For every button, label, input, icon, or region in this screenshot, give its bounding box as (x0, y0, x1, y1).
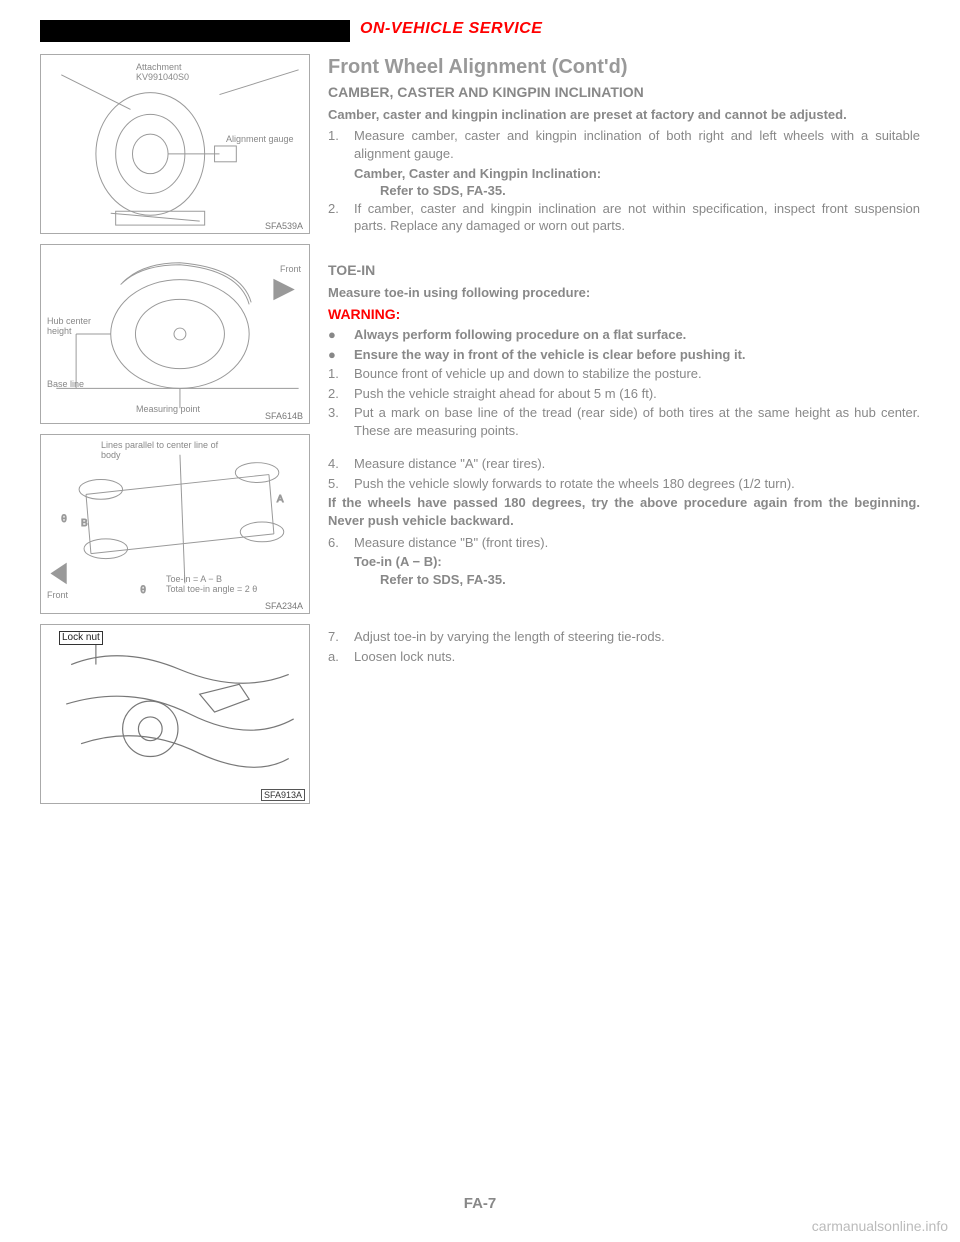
item-text: If camber, caster and kingpin inclinatio… (354, 200, 920, 235)
fig4-label-locknut: Lock nut (59, 631, 103, 645)
figure-2: Front Hub center height Base line Measur… (40, 244, 310, 424)
fig3-label-formula2: Total toe-in angle = 2 θ (166, 585, 257, 595)
fig2-label-hub: Hub center height (47, 317, 97, 337)
section1-list: 1. Measure camber, caster and kingpin in… (328, 127, 920, 234)
item-text: Adjust toe-in by varying the length of s… (354, 628, 920, 646)
header-black-band (40, 20, 350, 42)
item-text: Loosen lock nuts. (354, 648, 920, 666)
section1-heading: CAMBER, CASTER AND KINGPIN INCLINATION (328, 83, 920, 102)
fig3-code: SFA234A (263, 601, 305, 611)
spec-line: Refer to SDS, FA-35. (328, 571, 920, 589)
page-title: Front Wheel Alignment (Cont'd) (328, 54, 920, 81)
warning-label: WARNING: (328, 305, 920, 324)
watermark: carmanualsonline.info (812, 1218, 948, 1234)
list-item: 6.Measure distance "B" (front tires). (328, 534, 920, 552)
spec-line: Camber, Caster and Kingpin Inclination: (328, 165, 920, 183)
item-text: Push the vehicle slowly forwards to rota… (354, 475, 920, 493)
item-text: Measure distance "B" (front tires). (354, 534, 920, 552)
item-text: Push the vehicle straight ahead for abou… (354, 385, 920, 403)
spec-line: Refer to SDS, FA-35. (328, 182, 920, 200)
figure-4: Lock nut SFA913A (40, 624, 310, 804)
figure-1: Attachment KV991040S0 Alignment gauge SF… (40, 54, 310, 234)
list-item: 1. Measure camber, caster and kingpin in… (328, 127, 920, 162)
text-column: Front Wheel Alignment (Cont'd) CAMBER, C… (328, 54, 920, 804)
figure-column: Attachment KV991040S0 Alignment gauge SF… (40, 54, 310, 804)
fig1-code: SFA539A (263, 221, 305, 231)
figure-3: A B θ θ Lines parallel to center line of… (40, 434, 310, 614)
list-item: a.Loosen lock nuts. (328, 648, 920, 666)
svg-text:A: A (277, 494, 284, 505)
bullet-text: Ensure the way in front of the vehicle i… (354, 346, 920, 364)
fig1-label-attachment2: KV991040S0 (136, 73, 189, 83)
fig3-label-front: Front (47, 591, 68, 601)
svg-text:θ: θ (61, 514, 67, 525)
svg-text:B: B (81, 518, 88, 529)
svg-text:θ: θ (140, 585, 146, 596)
section1-intro: Camber, caster and kingpin inclination a… (328, 106, 920, 124)
list-item: 2. If camber, caster and kingpin inclina… (328, 200, 920, 235)
fig2-label-base: Base line (47, 380, 84, 390)
bullet-item: ●Always perform following procedure on a… (328, 326, 920, 344)
fig2-label-front: Front (280, 265, 301, 275)
header-title: ON-VEHICLE SERVICE (350, 20, 920, 38)
fig1-label-gauge: Alignment gauge (226, 135, 294, 145)
bullet-item: ●Ensure the way in front of the vehicle … (328, 346, 920, 364)
bullet-text: Always perform following procedure on a … (354, 326, 920, 344)
list-item: 5.Push the vehicle slowly forwards to ro… (328, 475, 920, 493)
header-bar: ON-VEHICLE SERVICE (40, 20, 920, 44)
section2-intro: Measure toe-in using following procedure… (328, 284, 920, 302)
item-text: Measure distance "A" (rear tires). (354, 455, 920, 473)
item-text: Bounce front of vehicle up and down to s… (354, 365, 920, 383)
fig3-label-lines: Lines parallel to center line of body (101, 441, 221, 461)
section2-note: If the wheels have passed 180 degrees, t… (328, 494, 920, 529)
list-item: 4.Measure distance "A" (rear tires). (328, 455, 920, 473)
list-item: 1.Bounce front of vehicle up and down to… (328, 365, 920, 383)
page-number: FA-7 (0, 1195, 960, 1212)
section2-heading: TOE-IN (328, 261, 920, 280)
list-item: 3.Put a mark on base line of the tread (… (328, 404, 920, 439)
fig2-label-measuring: Measuring point (136, 405, 200, 415)
fig4-code: SFA913A (261, 789, 305, 801)
list-item: 2.Push the vehicle straight ahead for ab… (328, 385, 920, 403)
spec-line: Toe-in (A − B): (328, 553, 920, 571)
item-text: Put a mark on base line of the tread (re… (354, 404, 920, 439)
list-item: 7.Adjust toe-in by varying the length of… (328, 628, 920, 646)
item-text: Measure camber, caster and kingpin incli… (354, 127, 920, 162)
fig2-code: SFA614B (263, 411, 305, 421)
